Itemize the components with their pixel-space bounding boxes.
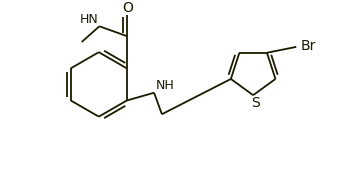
Text: NH: NH (155, 79, 174, 92)
Text: Br: Br (300, 39, 316, 53)
Text: S: S (251, 96, 259, 110)
Text: HN: HN (80, 13, 99, 26)
Text: O: O (122, 1, 133, 15)
